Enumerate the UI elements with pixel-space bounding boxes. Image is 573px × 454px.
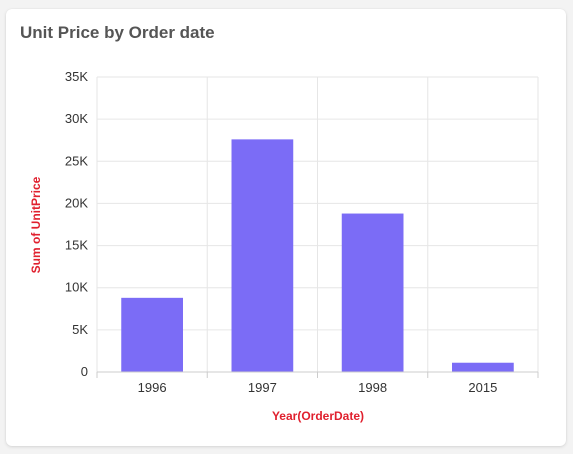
card-title: Unit Price by Order date	[20, 23, 215, 42]
x-axis-title: Year(OrderDate)	[272, 409, 364, 423]
x-tick-label: 1996	[138, 380, 167, 395]
bar-1997[interactable]	[231, 139, 294, 372]
y-tick-label: 20K	[65, 195, 88, 210]
y-tick-label: 5K	[72, 322, 88, 337]
axis-layer: 0 5K 10K 15K 20K 25K 30K 35K 1996 1997 1998 2015	[65, 69, 539, 395]
x-tick-label: 1997	[248, 380, 277, 395]
y-axis-title: Sum of UnitPrice	[29, 176, 43, 273]
y-tick-label: 10K	[65, 280, 88, 295]
bar-1998[interactable]	[341, 213, 404, 372]
bar-layer	[121, 139, 514, 372]
bar-2015[interactable]	[452, 362, 514, 372]
y-tick-label: 25K	[65, 153, 88, 168]
x-tick-label: 2015	[468, 380, 497, 395]
y-tick-label: 35K	[65, 69, 88, 84]
y-tick-label: 0	[81, 364, 88, 379]
y-tick-label: 15K	[65, 238, 88, 253]
x-tick-label: 1998	[358, 380, 387, 395]
y-tick-label: 30K	[65, 111, 88, 126]
bar-1996[interactable]	[121, 297, 183, 372]
